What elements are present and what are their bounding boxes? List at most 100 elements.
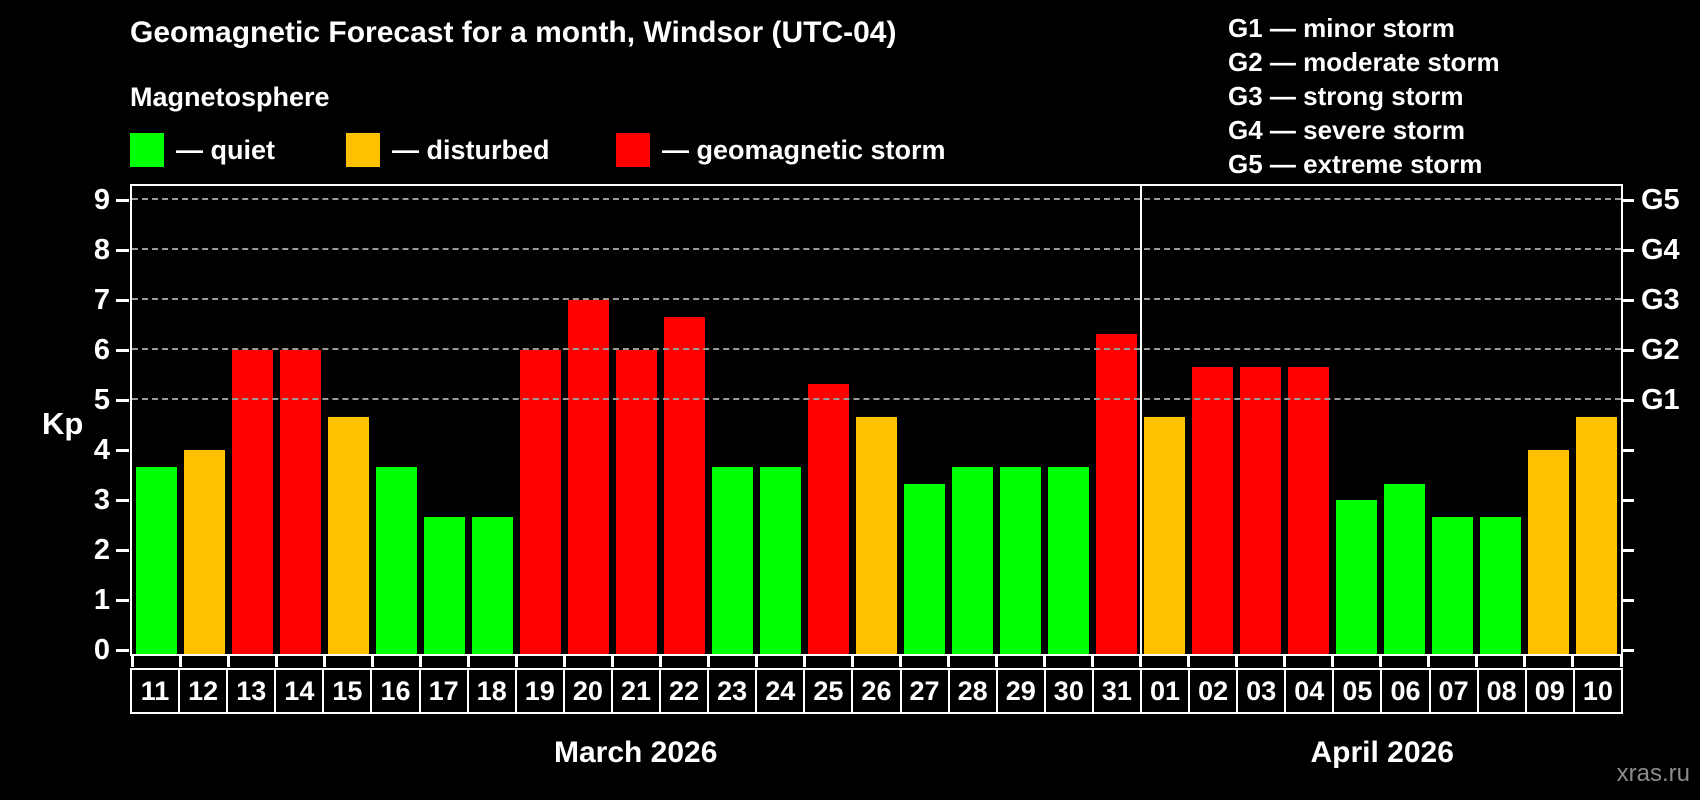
bar-slot-04 [1285, 366, 1333, 654]
day-label-30: 30 [1043, 668, 1094, 714]
day-label-09: 09 [1524, 668, 1575, 714]
kp-bar-28 [952, 466, 994, 654]
plot-area [130, 184, 1623, 656]
y-axis-tick-label-7: 7 [93, 284, 110, 316]
legend-item-quiet: — quiet [130, 132, 275, 168]
storm-scale-legend-g3: G3 — strong storm [1228, 81, 1464, 111]
kp-bar-03 [1240, 366, 1282, 654]
day-label-10: 10 [1572, 668, 1623, 714]
y-axis-tick-5 [116, 399, 129, 402]
day-label-13: 13 [226, 668, 277, 714]
bar-slot-10 [1573, 416, 1621, 654]
day-label-08: 08 [1476, 668, 1527, 714]
day-label-18: 18 [466, 668, 517, 714]
kp-bar-08 [1480, 516, 1522, 654]
day-label-21: 21 [610, 668, 662, 714]
bar-slot-11 [132, 466, 180, 654]
bar-slot-29 [997, 466, 1045, 654]
x-axis-tick-29 [1523, 656, 1527, 667]
bar-slot-18 [468, 516, 516, 654]
kp-bar-19 [519, 350, 561, 654]
legend-label-disturbed: — disturbed [392, 134, 550, 165]
right-axis-tick-4 [1622, 449, 1634, 452]
y-axis-tick-3 [116, 499, 129, 502]
x-axis-tick-15 [850, 656, 854, 667]
kp-bar-27 [904, 483, 946, 654]
bar-slot-31 [1093, 333, 1141, 654]
y-axis-tick-label-6: 6 [93, 334, 110, 366]
y-axis-label: Kp [42, 406, 84, 441]
x-axis-tick-28 [1475, 656, 1479, 667]
bar-slot-26 [852, 416, 900, 654]
kp-bar-24 [759, 466, 801, 654]
y-axis-tick-label-3: 3 [93, 484, 110, 516]
storm-scale-legend-g4: G4 — severe storm [1228, 115, 1466, 145]
y-axis-tick-2 [116, 549, 129, 552]
day-label-03: 03 [1236, 668, 1287, 714]
bar-slot-23 [708, 466, 756, 654]
legend-item-storm: — geomagnetic storm [616, 132, 946, 168]
day-label-15: 15 [322, 668, 373, 714]
kp-bar-04 [1288, 366, 1330, 654]
kp-bar-18 [471, 516, 513, 654]
right-axis-label-g3: G3 [1641, 284, 1680, 316]
bar-slot-06 [1381, 483, 1429, 654]
kp-bar-01 [1144, 416, 1186, 654]
quiet-color-swatch [130, 133, 164, 167]
bar-slot-08 [1477, 516, 1525, 654]
kp-bar-26 [855, 416, 897, 654]
y-axis-tick-label-0: 0 [93, 634, 110, 666]
x-axis-tick-4 [322, 656, 326, 667]
storm-scale-legend-g1: G1 — minor storm [1228, 13, 1455, 43]
kp-bar-02 [1192, 366, 1234, 654]
y-axis-tick-8 [116, 249, 129, 252]
y-axis-tick-6 [116, 349, 129, 352]
y-axis-tick-label-4: 4 [93, 434, 110, 466]
day-label-24: 24 [755, 668, 806, 714]
legend-label-quiet: — quiet [176, 134, 275, 165]
y-axis-tick-label-5: 5 [93, 384, 110, 416]
day-label-23: 23 [707, 668, 758, 714]
day-label-16: 16 [370, 668, 421, 714]
x-axis-tick-20 [1091, 656, 1095, 667]
kp-bar-06 [1384, 483, 1426, 654]
day-label-27: 27 [899, 668, 950, 714]
storm-scale-legend: G1 — minor storm G2 — moderate storm G3 … [1228, 11, 1500, 181]
day-label-04: 04 [1284, 668, 1335, 714]
day-label-28: 28 [947, 668, 998, 714]
kp-bar-17 [423, 516, 465, 654]
x-axis-tick-16 [899, 656, 903, 667]
x-axis-tick-19 [1043, 656, 1047, 667]
x-axis-tick-3 [274, 656, 278, 667]
kp-bar-23 [711, 466, 753, 654]
x-axis-tick-10 [610, 656, 614, 667]
x-axis-tick-1 [178, 656, 182, 667]
kp-bar-05 [1336, 500, 1378, 654]
bar-slot-14 [276, 350, 324, 654]
kp-bar-29 [1000, 466, 1042, 654]
x-axis-tick-31 [1619, 656, 1623, 667]
bar-slot-07 [1429, 516, 1477, 654]
bar-slot-09 [1525, 450, 1573, 654]
x-axis-tick-14 [802, 656, 806, 667]
storm-scale-legend-g5: G5 — extreme storm [1228, 149, 1483, 179]
right-axis-tick-7 [1622, 299, 1634, 302]
x-axis-tick-18 [995, 656, 999, 667]
bar-slot-24 [756, 466, 804, 654]
day-label-07: 07 [1428, 668, 1479, 714]
kp-bar-30 [1048, 466, 1090, 654]
bar-slot-12 [180, 450, 228, 654]
day-label-12: 12 [178, 668, 229, 714]
kp-bar-13 [231, 350, 273, 654]
kp-bar-22 [663, 316, 705, 654]
x-axis-tick-27 [1427, 656, 1431, 667]
x-axis-tick-7 [466, 656, 470, 667]
right-axis-tick-2 [1622, 549, 1634, 552]
bar-slot-16 [372, 466, 420, 654]
gridline-kp5 [132, 398, 1621, 400]
x-axis-tick-9 [562, 656, 566, 667]
kp-bar-09 [1528, 450, 1570, 654]
bar-slot-21 [612, 350, 660, 654]
month-label-april: April 2026 [1310, 736, 1454, 769]
y-axis-tick-label-9: 9 [93, 184, 110, 216]
